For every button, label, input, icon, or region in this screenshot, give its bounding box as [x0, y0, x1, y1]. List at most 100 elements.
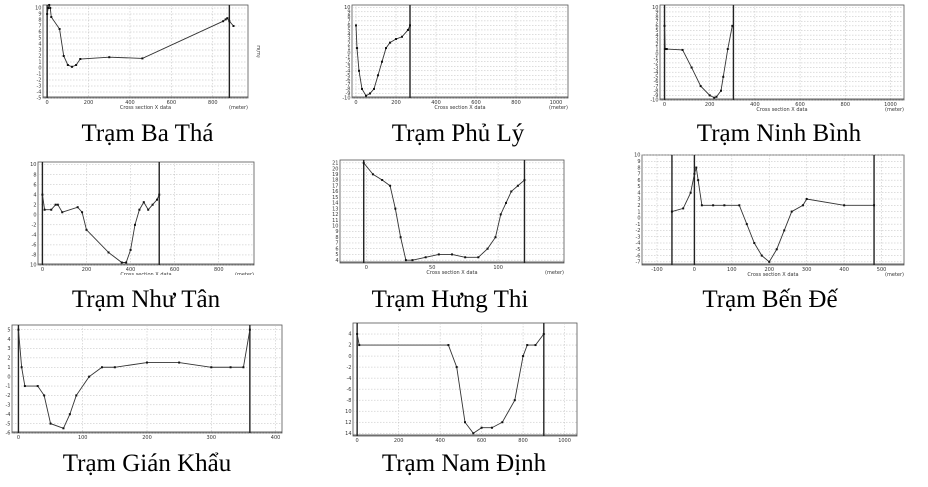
- data-point: [358, 69, 360, 72]
- y-tick-label: -6: [32, 243, 37, 249]
- y-tick-label: 4: [637, 190, 640, 196]
- data-point: [722, 75, 725, 78]
- data-point: [409, 24, 411, 27]
- data-point: [56, 203, 59, 206]
- y-tick-label: -1: [37, 72, 42, 78]
- data-point: [81, 211, 84, 214]
- y-tick-label: -8: [347, 398, 352, 404]
- data-point: [229, 366, 232, 369]
- x-axis-unit: (meter): [229, 105, 248, 110]
- y-tick-label: 5: [637, 184, 640, 190]
- data-point: [726, 48, 729, 51]
- data-point: [873, 204, 876, 207]
- x-tick-label: 200: [84, 100, 94, 106]
- x-tick-label: 800: [208, 100, 218, 106]
- data-point: [700, 204, 703, 207]
- y-tick-label: -2: [347, 365, 352, 371]
- data-point: [369, 92, 371, 95]
- data-point: [381, 60, 383, 63]
- data-point: [522, 355, 525, 358]
- y-tick-label: -3: [654, 65, 659, 71]
- data-point: [70, 65, 73, 68]
- data-point: [690, 66, 693, 69]
- data-point: [17, 328, 20, 331]
- data-point: [20, 366, 23, 369]
- data-point: [362, 161, 365, 164]
- cross-section-plot: -10 -8 -6 -4 -2 0 2 4 6 8 10 0 200 400 600 800 Cross sec…: [30, 161, 255, 275]
- data-point: [455, 366, 458, 369]
- x-axis-label: Cross section X data: [426, 270, 477, 275]
- y-tick-label: 9: [655, 10, 658, 16]
- y-tick-label: -8: [32, 253, 37, 259]
- y-tick-label: 19: [332, 172, 338, 178]
- y-tick-label: 8: [38, 18, 41, 24]
- x-tick-label: 0: [17, 435, 20, 441]
- y-tick-label: -5: [346, 73, 351, 79]
- cross-section-line: [363, 162, 525, 261]
- y-tick-label: 3: [38, 48, 41, 54]
- station-chart-panel: -10 -8 -6 -4 -2 0 2 4 6 8 10 0 200 400 600 800 Cross sec…: [30, 157, 262, 275]
- data-point: [129, 248, 132, 251]
- y-tick-label: 0: [637, 216, 640, 222]
- data-point: [133, 223, 136, 226]
- y-tick-label: 0: [655, 51, 658, 57]
- y-tick-label: -4: [37, 90, 42, 96]
- data-point: [395, 38, 397, 41]
- y-tick-label: 2: [38, 54, 41, 60]
- y-tick-label: 3: [7, 346, 10, 352]
- y-tick-label: -6: [636, 253, 641, 259]
- x-tick-label: 200: [142, 435, 152, 441]
- data-point: [107, 251, 110, 254]
- data-point: [768, 260, 771, 263]
- data-point: [68, 413, 71, 416]
- data-point: [689, 191, 692, 194]
- x-axis-label: Cross section X data: [434, 105, 485, 110]
- data-point: [516, 184, 519, 187]
- y-tick-label: 9: [347, 10, 350, 16]
- plot-frame: [42, 4, 249, 99]
- x-tick-label: 800: [840, 102, 850, 108]
- data-point: [62, 427, 65, 430]
- data-point: [501, 421, 504, 424]
- data-point: [224, 18, 227, 21]
- x-tick-label: 400: [125, 100, 135, 106]
- station-chart-panel: -10 -9 -8 -7 -6 -5 -4 -3 -2 -1 0 1 2 3 4 5 6 7 8 9 10 0 200 400…: [648, 2, 910, 114]
- data-point: [411, 259, 414, 262]
- data-point: [61, 211, 64, 214]
- x-tick-label: 0: [41, 267, 44, 273]
- y-tick-label: 2: [7, 356, 10, 362]
- data-point: [358, 344, 361, 347]
- data-point: [731, 24, 734, 27]
- data-point: [248, 328, 251, 331]
- data-point: [699, 85, 702, 88]
- data-point: [228, 20, 231, 23]
- x-tick-label: 800: [511, 100, 521, 106]
- station-chart-panel: -7 -6 -5 -4 -3 -2 -1 0 1 2 3 4 5 6 7 8 9 10 -100 0 100 200 300…: [630, 152, 910, 277]
- y-tick-label: 4: [7, 337, 10, 343]
- y-tick-label: 18: [332, 178, 338, 184]
- data-point: [697, 179, 700, 182]
- data-point: [790, 210, 793, 213]
- y-tick-label: 2: [655, 42, 658, 48]
- y-tick-label: -2: [37, 78, 42, 84]
- y-tick-label: 14: [332, 201, 338, 207]
- y-tick-label: 2: [637, 203, 640, 209]
- y-tick-label: -1: [346, 55, 351, 61]
- x-axis-unit: (meter): [885, 272, 904, 277]
- data-point: [760, 254, 763, 257]
- cross-section-plot: -6 -5 -4 -3 -2 -1 0 1 2 3 4 5 0 100 200 300 400: [6, 324, 283, 441]
- y-tick-label: 20: [332, 166, 338, 172]
- x-axis-label: Cross section X data: [747, 272, 798, 277]
- x-tick-label: 400: [271, 435, 281, 441]
- data-point: [542, 333, 545, 336]
- y-tick-label: -4: [347, 376, 352, 382]
- x-axis-label: Cross section X data: [120, 105, 171, 110]
- data-point: [62, 55, 65, 57]
- y-tick-label: 5: [655, 28, 658, 34]
- data-point: [41, 193, 44, 196]
- data-point: [389, 41, 391, 44]
- station-chart-panel: 4 5 6 7 8 9 10 11 12 13 14 15 16 17 18 19 20 21 0 50 100 Cros…: [330, 157, 570, 275]
- data-point: [178, 361, 181, 364]
